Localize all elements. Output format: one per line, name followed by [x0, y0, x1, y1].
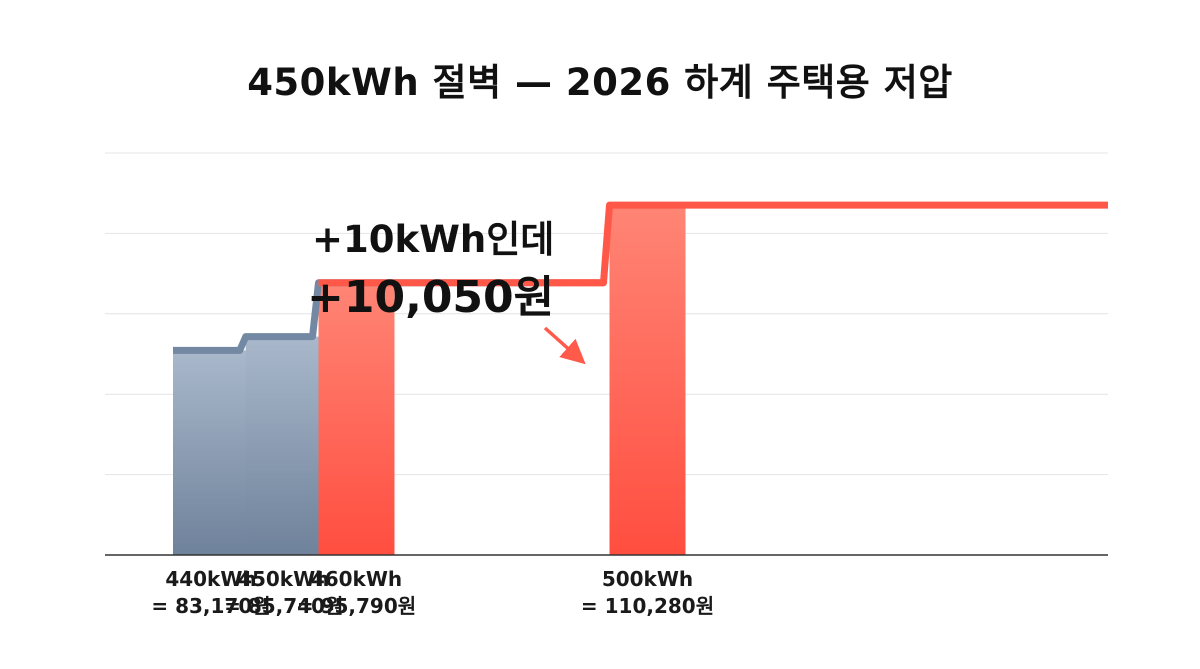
value-label: = 95,790원 [297, 594, 416, 618]
bar-500kWh [609, 205, 686, 556]
annotation-arrow-icon [543, 326, 586, 365]
tick-label: 440kWh [165, 567, 256, 591]
chart-title: 450kWh 절벽 — 2026 하계 주택용 저압 [247, 61, 953, 104]
bar-450kWh [245, 336, 322, 555]
bars [173, 205, 686, 556]
value-label: = 85,740원 [224, 594, 343, 618]
annotation: +10kWh인데 +10,050원 [307, 218, 586, 365]
tick-label: 450kWh [238, 567, 329, 591]
tick-label: 500kWh [602, 567, 693, 591]
value-label: = 110,280원 [581, 594, 714, 618]
tick-label: 460kWh [311, 567, 402, 591]
tick-labels: 440kWh = 83,170원 450kWh = 85,740원 460kWh = 95… [151, 567, 714, 618]
value-label: = 83,170원 [151, 594, 270, 618]
bar-440kWh [173, 350, 249, 555]
step-line [173, 201, 1108, 354]
annotation-line1: +10kWh인데 [312, 218, 554, 261]
bar-460kWh [318, 282, 395, 555]
annotation-line2: +10,050원 [307, 272, 554, 323]
step-line-high [318, 201, 1108, 287]
